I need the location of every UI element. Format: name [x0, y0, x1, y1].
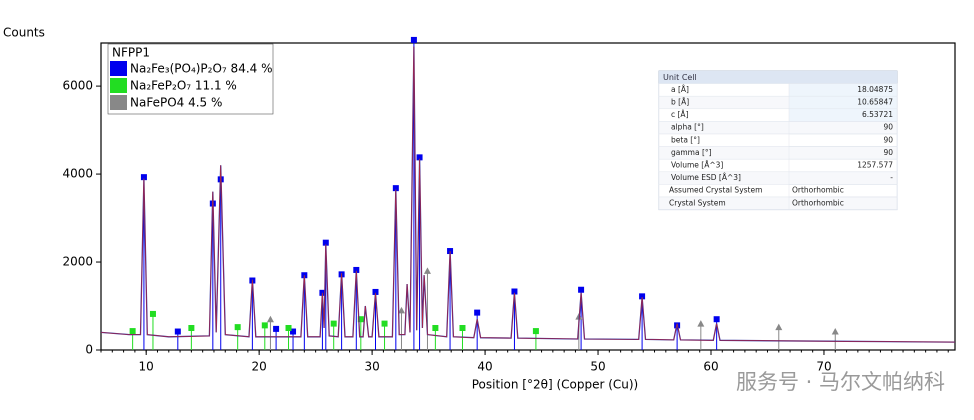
phase-marker — [831, 328, 839, 335]
phase-marker — [149, 310, 156, 317]
legend-label: Na₂FeP₂O₇ 11.1 % — [130, 79, 237, 93]
phase-marker — [578, 286, 585, 293]
phase-marker — [285, 325, 292, 332]
property-value: Orthorhombic — [792, 198, 844, 207]
phase-marker — [474, 309, 481, 316]
legend-swatch — [110, 95, 127, 110]
x-tick-label: 10 — [139, 360, 154, 374]
x-tick-label: 20 — [252, 360, 267, 374]
phase-marker — [330, 320, 337, 327]
phase-marker — [410, 36, 417, 43]
legend-swatch — [110, 78, 127, 93]
property-name: alpha [°] — [671, 123, 704, 132]
property-value: 6.53721 — [862, 110, 893, 119]
panel-title: Unit Cell — [663, 73, 697, 82]
panel-header — [659, 71, 897, 84]
phase-marker — [266, 315, 274, 323]
x-tick-label: 40 — [477, 360, 492, 374]
phase-marker — [511, 288, 518, 295]
value-cell — [788, 196, 898, 210]
property-value: 10.65847 — [857, 98, 893, 107]
phase-marker — [459, 325, 466, 332]
property-value: 90 — [883, 135, 893, 144]
plot-frame — [100, 42, 956, 351]
phase-marker — [290, 328, 297, 335]
property-value: 18.04875 — [857, 85, 893, 94]
phase-marker — [392, 185, 399, 192]
x-tick-label: 70 — [816, 360, 831, 374]
y-tick-label: 0 — [85, 343, 93, 357]
unit-cell-panel: Unit Cell a [Å] 18.04875 b [Å] 10.65847 c [Å]… — [658, 70, 898, 211]
x-tick-label: 50 — [590, 360, 605, 374]
y-tick-label: 6000 — [62, 79, 93, 93]
phase-marker — [372, 288, 379, 295]
phase-marker — [140, 174, 147, 181]
phase-marker — [261, 322, 268, 329]
phase-marker — [697, 320, 705, 327]
property-name: Volume [Å^3] — [671, 161, 723, 170]
phase-marker — [397, 306, 405, 314]
property-value: 90 — [883, 123, 893, 132]
property-value: - — [890, 173, 893, 182]
phase-marker — [357, 316, 364, 323]
property-name: gamma [°] — [671, 148, 712, 157]
y-tick-label: 2000 — [62, 255, 93, 269]
property-name: b [Å] — [671, 98, 689, 107]
watermark: 服务号 · 马尔文帕纳科 — [736, 370, 945, 394]
phase-marker — [423, 267, 431, 274]
phase-marker — [775, 323, 783, 331]
phase-marker — [129, 328, 136, 335]
y-axis-label: Counts — [3, 26, 45, 40]
property-name: Assumed Crystal System — [669, 186, 762, 195]
phase-marker — [639, 293, 646, 300]
phase-marker — [532, 328, 539, 335]
phase-marker — [416, 154, 423, 161]
y-tick-label: 4000 — [62, 167, 93, 181]
phase-marker — [353, 266, 360, 273]
property-name: Volume ESD [Å^3] — [671, 173, 741, 182]
legend-swatch — [110, 61, 127, 76]
legend-box — [107, 43, 274, 115]
property-name: a [Å] — [671, 85, 689, 94]
legend-title: NFPP1 — [112, 46, 150, 60]
phase-marker — [174, 328, 181, 335]
phase-marker — [322, 239, 329, 246]
phase-marker — [188, 325, 195, 332]
property-value: Orthorhombic — [792, 186, 844, 195]
phase-marker — [273, 325, 280, 332]
property-name: Crystal System — [669, 198, 726, 207]
calculated-profile — [100, 46, 956, 343]
x-tick-label: 60 — [703, 360, 718, 374]
x-tick-label: 30 — [364, 360, 379, 374]
property-name: beta [°] — [671, 135, 700, 144]
property-value: 90 — [883, 148, 893, 157]
legend-label: Na₂Fe₃(PO₄)P₂O₇ 84.4 % — [130, 62, 273, 76]
phase-marker — [381, 320, 388, 327]
phase-marker — [713, 316, 720, 323]
property-name: c [Å] — [671, 110, 689, 119]
x-axis-label: Position [°2θ] (Copper (Cu)) — [472, 378, 639, 392]
phase-marker — [432, 325, 439, 332]
legend-label: NaFePO4 4.5 % — [130, 96, 222, 110]
property-value: 1257.577 — [857, 161, 893, 170]
phase-marker — [234, 324, 241, 331]
